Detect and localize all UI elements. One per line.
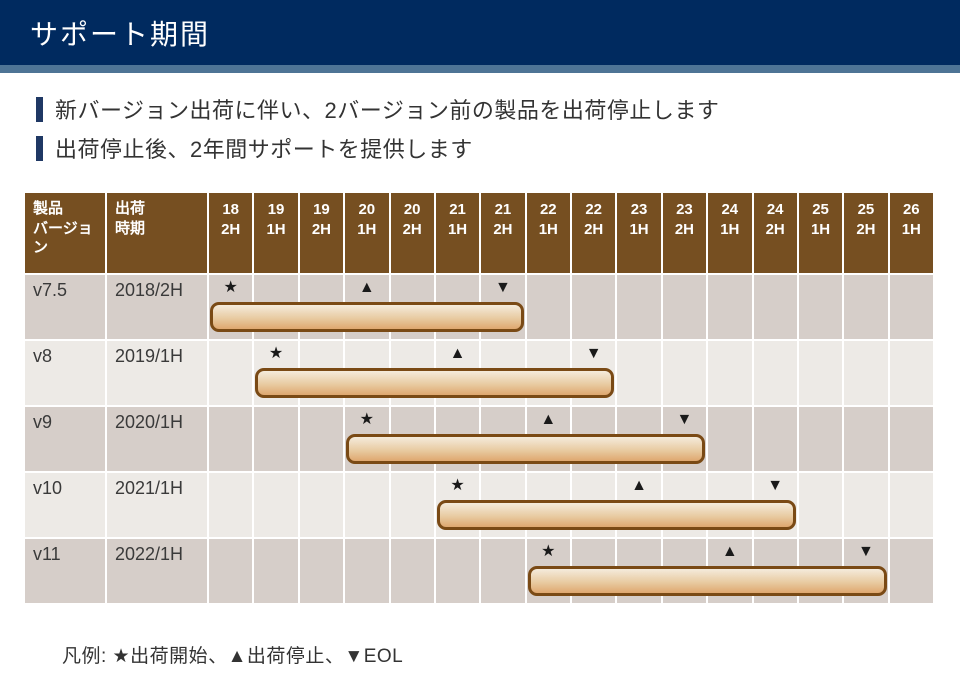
timeline-cell xyxy=(435,539,480,603)
timeline-cell xyxy=(345,473,389,537)
page-title: サポート期間 xyxy=(30,18,211,50)
gantt-row-v11: v11 2022/1H ★ ▲ ▼ xyxy=(25,539,933,603)
header-cell-period: 23 2H xyxy=(662,193,707,273)
header-cell-period: 24 1H xyxy=(708,193,752,273)
timeline-cell xyxy=(889,473,933,537)
gantt-row-v7.5: v7.5 2018/2H ★ ▲ ▼ xyxy=(25,275,933,339)
timeline-cell xyxy=(299,473,344,537)
header-cell-period: 26 1H xyxy=(889,193,933,273)
gantt-row-v10: v10 2021/1H ★ ▲ ▼ xyxy=(25,473,933,537)
bullet-item: 新バージョン出荷に伴い、2バージョン前の製品を出荷停止します xyxy=(36,93,960,125)
timeline-cell xyxy=(209,473,253,537)
header-cell-period: 22 2H xyxy=(572,193,616,273)
timeline-cell xyxy=(798,341,843,405)
timeline-cell xyxy=(254,407,298,471)
row-ship-date: 2019/1H xyxy=(107,341,207,405)
timeline-cell xyxy=(526,275,570,339)
timeline-cell xyxy=(390,473,434,537)
gantt-row-v8: v8 2019/1H ★ ▲ ▼ xyxy=(25,341,933,405)
timeline-cell xyxy=(889,341,933,405)
timeline-cell xyxy=(254,473,298,537)
row-ship-date: 2021/1H xyxy=(107,473,207,537)
timeline-cell xyxy=(390,539,434,603)
support-bar xyxy=(527,566,887,596)
support-period-gantt-table: 製品 バージョン 出荷 時期 18 2H 19 1H 19 2H 20 1H 20 2H 21… xyxy=(25,193,933,605)
timeline-cell xyxy=(708,407,752,471)
header-cell-period: 19 2H xyxy=(299,193,344,273)
row-version-label: v10 xyxy=(25,473,105,537)
timeline-cell xyxy=(753,407,797,471)
timeline-cell xyxy=(299,539,344,603)
timeline-cell xyxy=(209,407,253,471)
timeline-cell xyxy=(798,473,843,537)
timeline-cell xyxy=(889,539,933,603)
bullet-list: 新バージョン出荷に伴い、2バージョン前の製品を出荷停止します 出荷停止後、2年間… xyxy=(36,93,960,164)
timeline-cell xyxy=(617,275,661,339)
support-bar xyxy=(346,434,706,464)
header-cell-ship-date: 出荷 時期 xyxy=(107,193,207,273)
timeline-cell xyxy=(798,275,843,339)
gantt-header-row: 製品 バージョン 出荷 時期 18 2H 19 1H 19 2H 20 1H 20 2H 21… xyxy=(25,193,933,273)
header-cell-product-version: 製品 バージョン xyxy=(25,193,105,273)
bullet-item: 出荷停止後、2年間サポートを提供します xyxy=(36,132,960,164)
header-cell-period: 22 1H xyxy=(526,193,570,273)
header-cell-period: 25 1H xyxy=(798,193,843,273)
timeline-cell xyxy=(844,473,888,537)
row-ship-date: 2020/1H xyxy=(107,407,207,471)
header-cell-period: 19 1H xyxy=(254,193,298,273)
legend: 凡例: ★出荷開始、▲出荷停止、▼EOL xyxy=(62,646,404,667)
bullet-text: 新バージョン出荷に伴い、2バージョン前の製品を出荷停止します xyxy=(55,98,720,123)
timeline-cell xyxy=(662,341,707,405)
title-underline-strip xyxy=(0,65,960,73)
slide-title-bar: サポート期間 xyxy=(0,0,960,65)
row-version-label: v9 xyxy=(25,407,105,471)
timeline-cell xyxy=(753,341,797,405)
support-bar xyxy=(436,500,796,530)
header-cell-period: 25 2H xyxy=(844,193,888,273)
timeline-cell xyxy=(209,539,253,603)
header-cell-period: 18 2H xyxy=(209,193,253,273)
timeline-cell xyxy=(889,407,933,471)
header-cell-period: 20 1H xyxy=(345,193,389,273)
timeline-cell xyxy=(209,341,253,405)
header-cell-period: 23 1H xyxy=(617,193,661,273)
header-cell-period: 21 1H xyxy=(435,193,480,273)
timeline-cell xyxy=(798,407,843,471)
timeline-cell xyxy=(299,407,344,471)
gantt-row-v9: v9 2020/1H ★ ▲ ▼ xyxy=(25,407,933,471)
timeline-cell xyxy=(345,539,389,603)
timeline-cell xyxy=(889,275,933,339)
header-cell-period: 24 2H xyxy=(753,193,797,273)
support-bar xyxy=(210,302,524,332)
timeline-cell xyxy=(572,275,616,339)
gantt-body: v7.5 2018/2H ★ ▲ ▼ v8 2019/1H ★ ▲ ▼ v9 2020/1H ★ ▲ ▼ v1… xyxy=(25,275,933,603)
row-ship-date: 2018/2H xyxy=(107,275,207,339)
timeline-cell xyxy=(254,539,298,603)
bullet-accent-bar xyxy=(36,135,43,161)
timeline-cell xyxy=(844,341,888,405)
timeline-cell xyxy=(753,275,797,339)
timeline-cell xyxy=(481,539,525,603)
bullet-accent-bar xyxy=(36,96,43,122)
timeline-cell xyxy=(617,341,661,405)
timeline-cell xyxy=(662,275,707,339)
row-version-label: v7.5 xyxy=(25,275,105,339)
row-version-label: v8 xyxy=(25,341,105,405)
timeline-cell xyxy=(844,275,888,339)
timeline-cell xyxy=(844,407,888,471)
bullet-text: 出荷停止後、2年間サポートを提供します xyxy=(55,137,473,162)
header-cell-period: 20 2H xyxy=(390,193,434,273)
row-version-label: v11 xyxy=(25,539,105,603)
timeline-cell xyxy=(708,275,752,339)
row-ship-date: 2022/1H xyxy=(107,539,207,603)
timeline-cell xyxy=(708,341,752,405)
header-cell-period: 21 2H xyxy=(481,193,525,273)
support-bar xyxy=(255,368,615,398)
